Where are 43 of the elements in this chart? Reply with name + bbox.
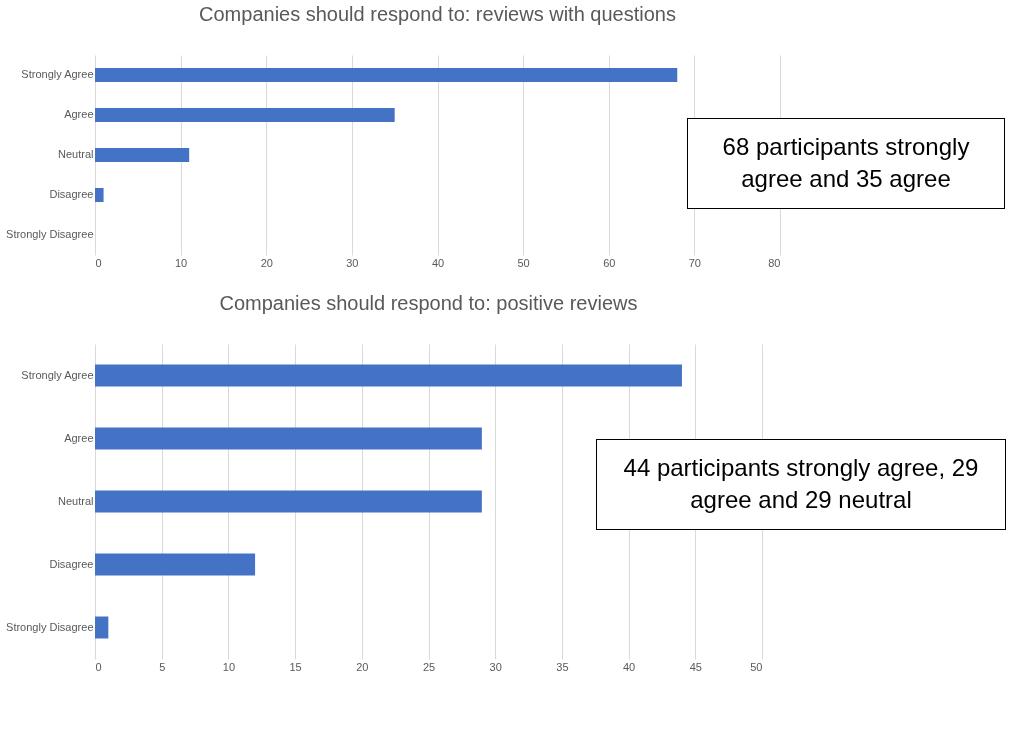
- x-tick-label: 25: [422, 660, 436, 673]
- bar: [95, 188, 104, 202]
- bar: [95, 427, 482, 450]
- y-tick-label: Neutral: [58, 148, 94, 160]
- y-tick-label: Disagree: [49, 557, 94, 570]
- annotation: 44 participants strongly agree, 29 agree and 29 neutral: [596, 439, 1006, 530]
- chart-title: Companies should respond to: positive reviews: [219, 292, 638, 314]
- x-tick-label: 0: [95, 660, 102, 673]
- x-tick-label: 35: [556, 660, 569, 673]
- x-tick-label: 0: [95, 256, 102, 269]
- bar: [95, 108, 395, 122]
- x-tick-label: 5: [159, 660, 166, 673]
- x-tick-label: 10: [222, 660, 236, 673]
- x-tick-label: 10: [175, 256, 188, 269]
- x-tick-label: 70: [688, 256, 701, 269]
- x-tick-label: 50: [517, 256, 530, 269]
- x-tick-label: 40: [431, 256, 445, 269]
- x-tick-label: 20: [260, 256, 273, 269]
- y-tick-label: Strongly Agree: [21, 68, 94, 80]
- x-tick-label: 15: [289, 660, 302, 673]
- x-tick-label: 60: [603, 256, 616, 269]
- x-tick-label: 80: [768, 256, 781, 269]
- x-tick-label: 40: [622, 660, 636, 673]
- y-tick-label: Strongly Disagree: [6, 228, 94, 240]
- y-tick-label: Strongly Agree: [21, 368, 94, 381]
- y-tick-label: Neutral: [58, 494, 94, 507]
- bar: [95, 148, 190, 162]
- y-tick-label: Agree: [64, 108, 94, 120]
- bar: [95, 490, 482, 513]
- x-tick-label: 45: [689, 660, 702, 673]
- bar: [95, 364, 682, 387]
- annotation: 68 participants strongly agree and 35 agree: [687, 118, 1005, 209]
- x-tick-label: 30: [346, 256, 359, 269]
- x-tick-label: 50: [750, 660, 763, 673]
- chart-title: Companies should respond to: reviews with questions: [199, 3, 676, 25]
- bar: [95, 553, 256, 576]
- y-tick-label: Strongly Disagree: [6, 620, 94, 633]
- bar: [95, 616, 109, 639]
- x-tick-label: 30: [489, 660, 502, 673]
- y-tick-label: Agree: [64, 431, 94, 444]
- y-tick-label: Disagree: [49, 188, 94, 200]
- bar: [95, 68, 678, 82]
- x-tick-label: 20: [356, 660, 369, 673]
